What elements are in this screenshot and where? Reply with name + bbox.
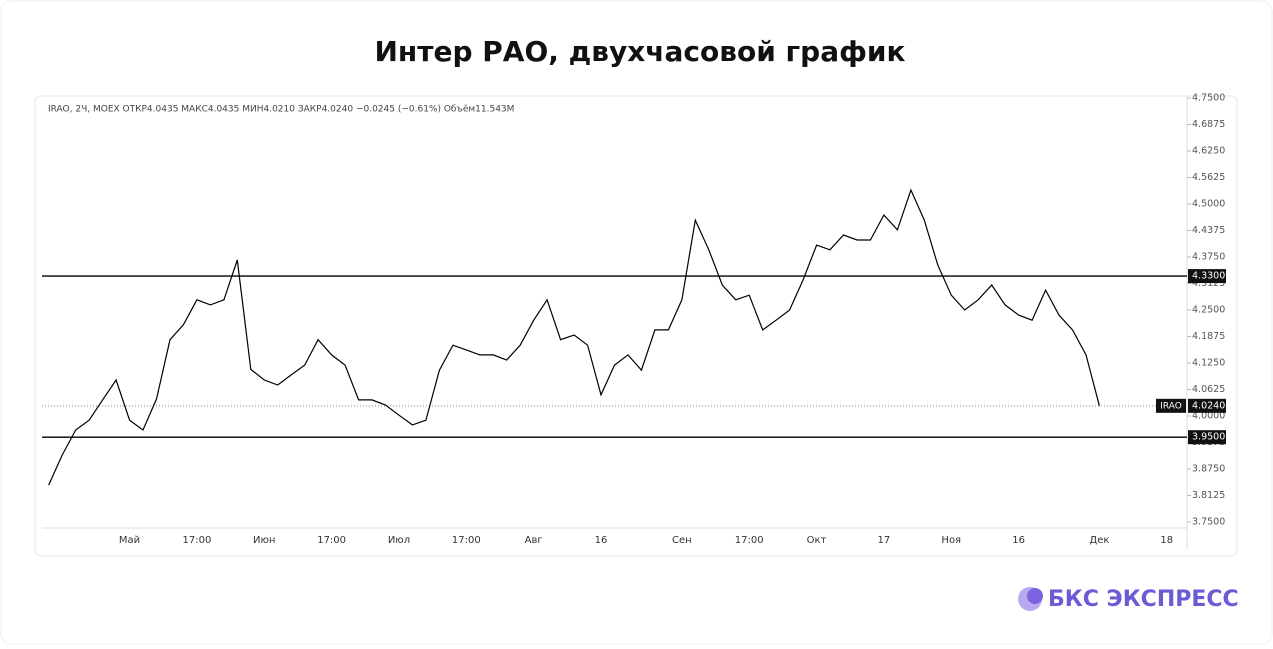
y-tick-label: 4.5000 [1192,199,1225,210]
y-tick-label: 4.4375 [1192,225,1225,236]
x-tick-label: Дек [1089,535,1109,546]
brand-logo: БКС ЭКСПРЕСС [1018,587,1239,612]
x-tick-label: Сен [672,535,692,546]
y-tick-label: 4.2500 [1192,305,1225,316]
x-tick-label: Окт [807,535,827,546]
x-tick-label: 16 [1012,535,1025,546]
y-tick-label: 4.5625 [1192,172,1225,183]
y-tick-label: 4.6875 [1192,119,1225,130]
y-tick-label: 4.0625 [1192,384,1225,395]
y-tick-label: 3.8125 [1192,490,1225,501]
brand: БКС ЭКСПРЕСС [1048,587,1239,612]
y-tick-label: 4.1875 [1192,331,1225,342]
x-tick-label: 17:00 [735,535,764,546]
x-tick-label: Июн [253,535,275,546]
x-tick-label: 17:00 [182,535,211,546]
y-tick-label: 3.7500 [1192,517,1225,528]
y-tick-label: 4.3125 [1192,278,1225,289]
x-tick-label: 17:00 [317,535,346,546]
x-tick-label: Май [119,535,140,546]
x-tick-label: 16 [595,535,608,546]
x-tick-label: 18 [1160,535,1173,546]
y-tick-label: 4.3750 [1192,252,1225,263]
x-tick-label: Июл [388,535,410,546]
last-price-box [1188,398,1226,413]
chart-title: Интер РАО, двухчасовой график [374,35,905,68]
y-tick-label: 4.6250 [1192,146,1225,157]
x-tick-label: Ноя [941,535,961,546]
y-tick-label: 4.0000 [1192,411,1225,422]
last-price-name: IRAO [1160,401,1182,411]
y-tick-label: 4.1250 [1192,358,1225,369]
last-price-label: 4.0240 [1192,400,1225,411]
y-tick-label: 3.8750 [1192,464,1225,475]
x-tick-label: 17:00 [452,535,481,546]
level-label-box [1188,430,1226,445]
x-tick-label: 17 [878,535,891,546]
level-label: 3.9500 [1192,432,1225,443]
chart-panel [34,95,1238,557]
y-tick-label: 4.7500 [1192,93,1225,104]
info-line: IRAO, 2Ч, MOEX ОТКР4.0435 МАКС4.0435 МИН… [48,105,514,115]
level-label-box [1188,269,1226,284]
price-line [48,188,1100,486]
last-price-name-box [1156,398,1186,413]
x-tick-label: Авг [525,535,543,546]
level-label: 4.3300 [1192,271,1225,282]
